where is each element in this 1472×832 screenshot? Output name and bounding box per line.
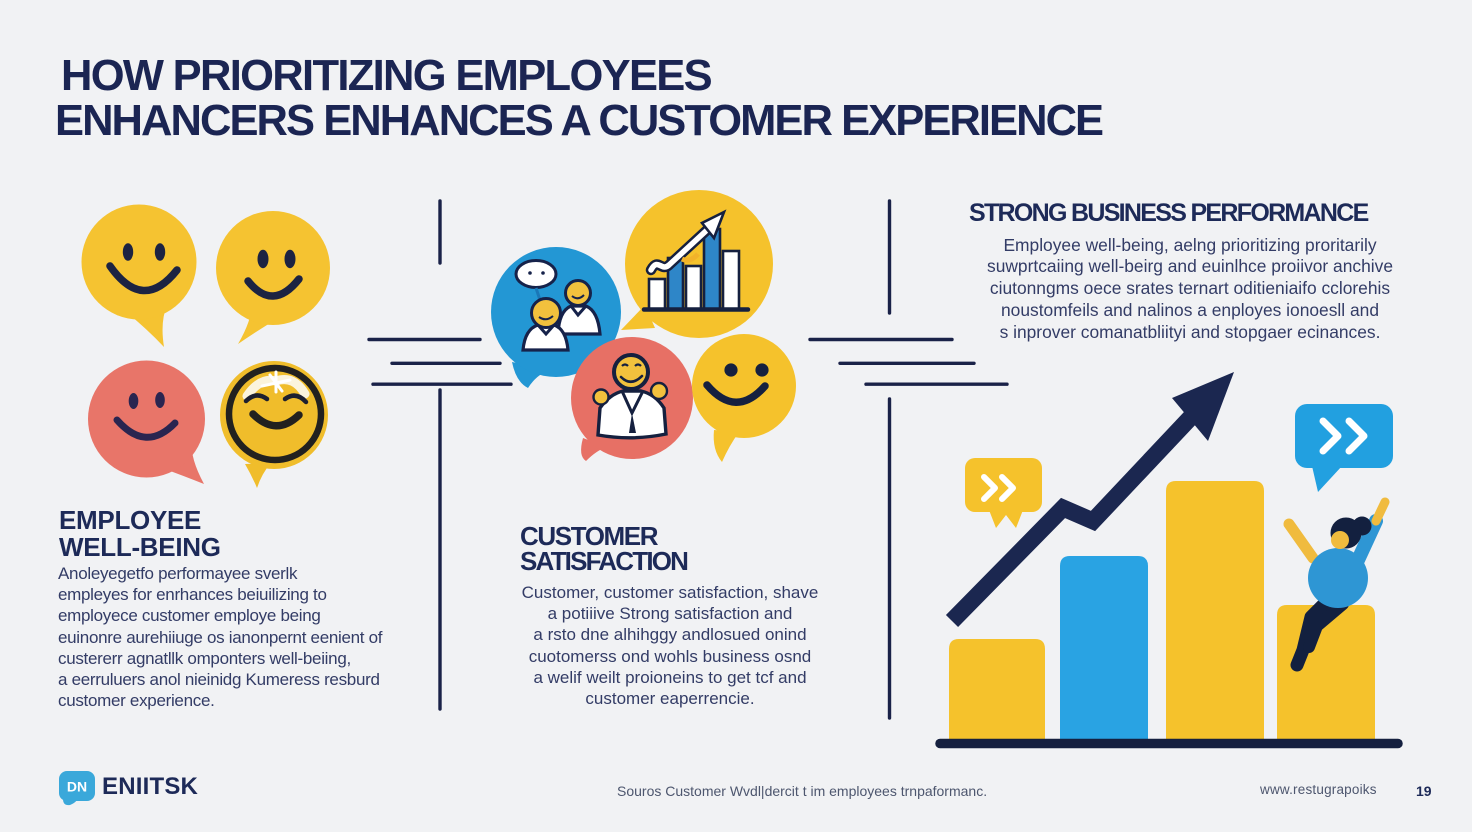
svg-text:DN: DN — [67, 779, 87, 795]
